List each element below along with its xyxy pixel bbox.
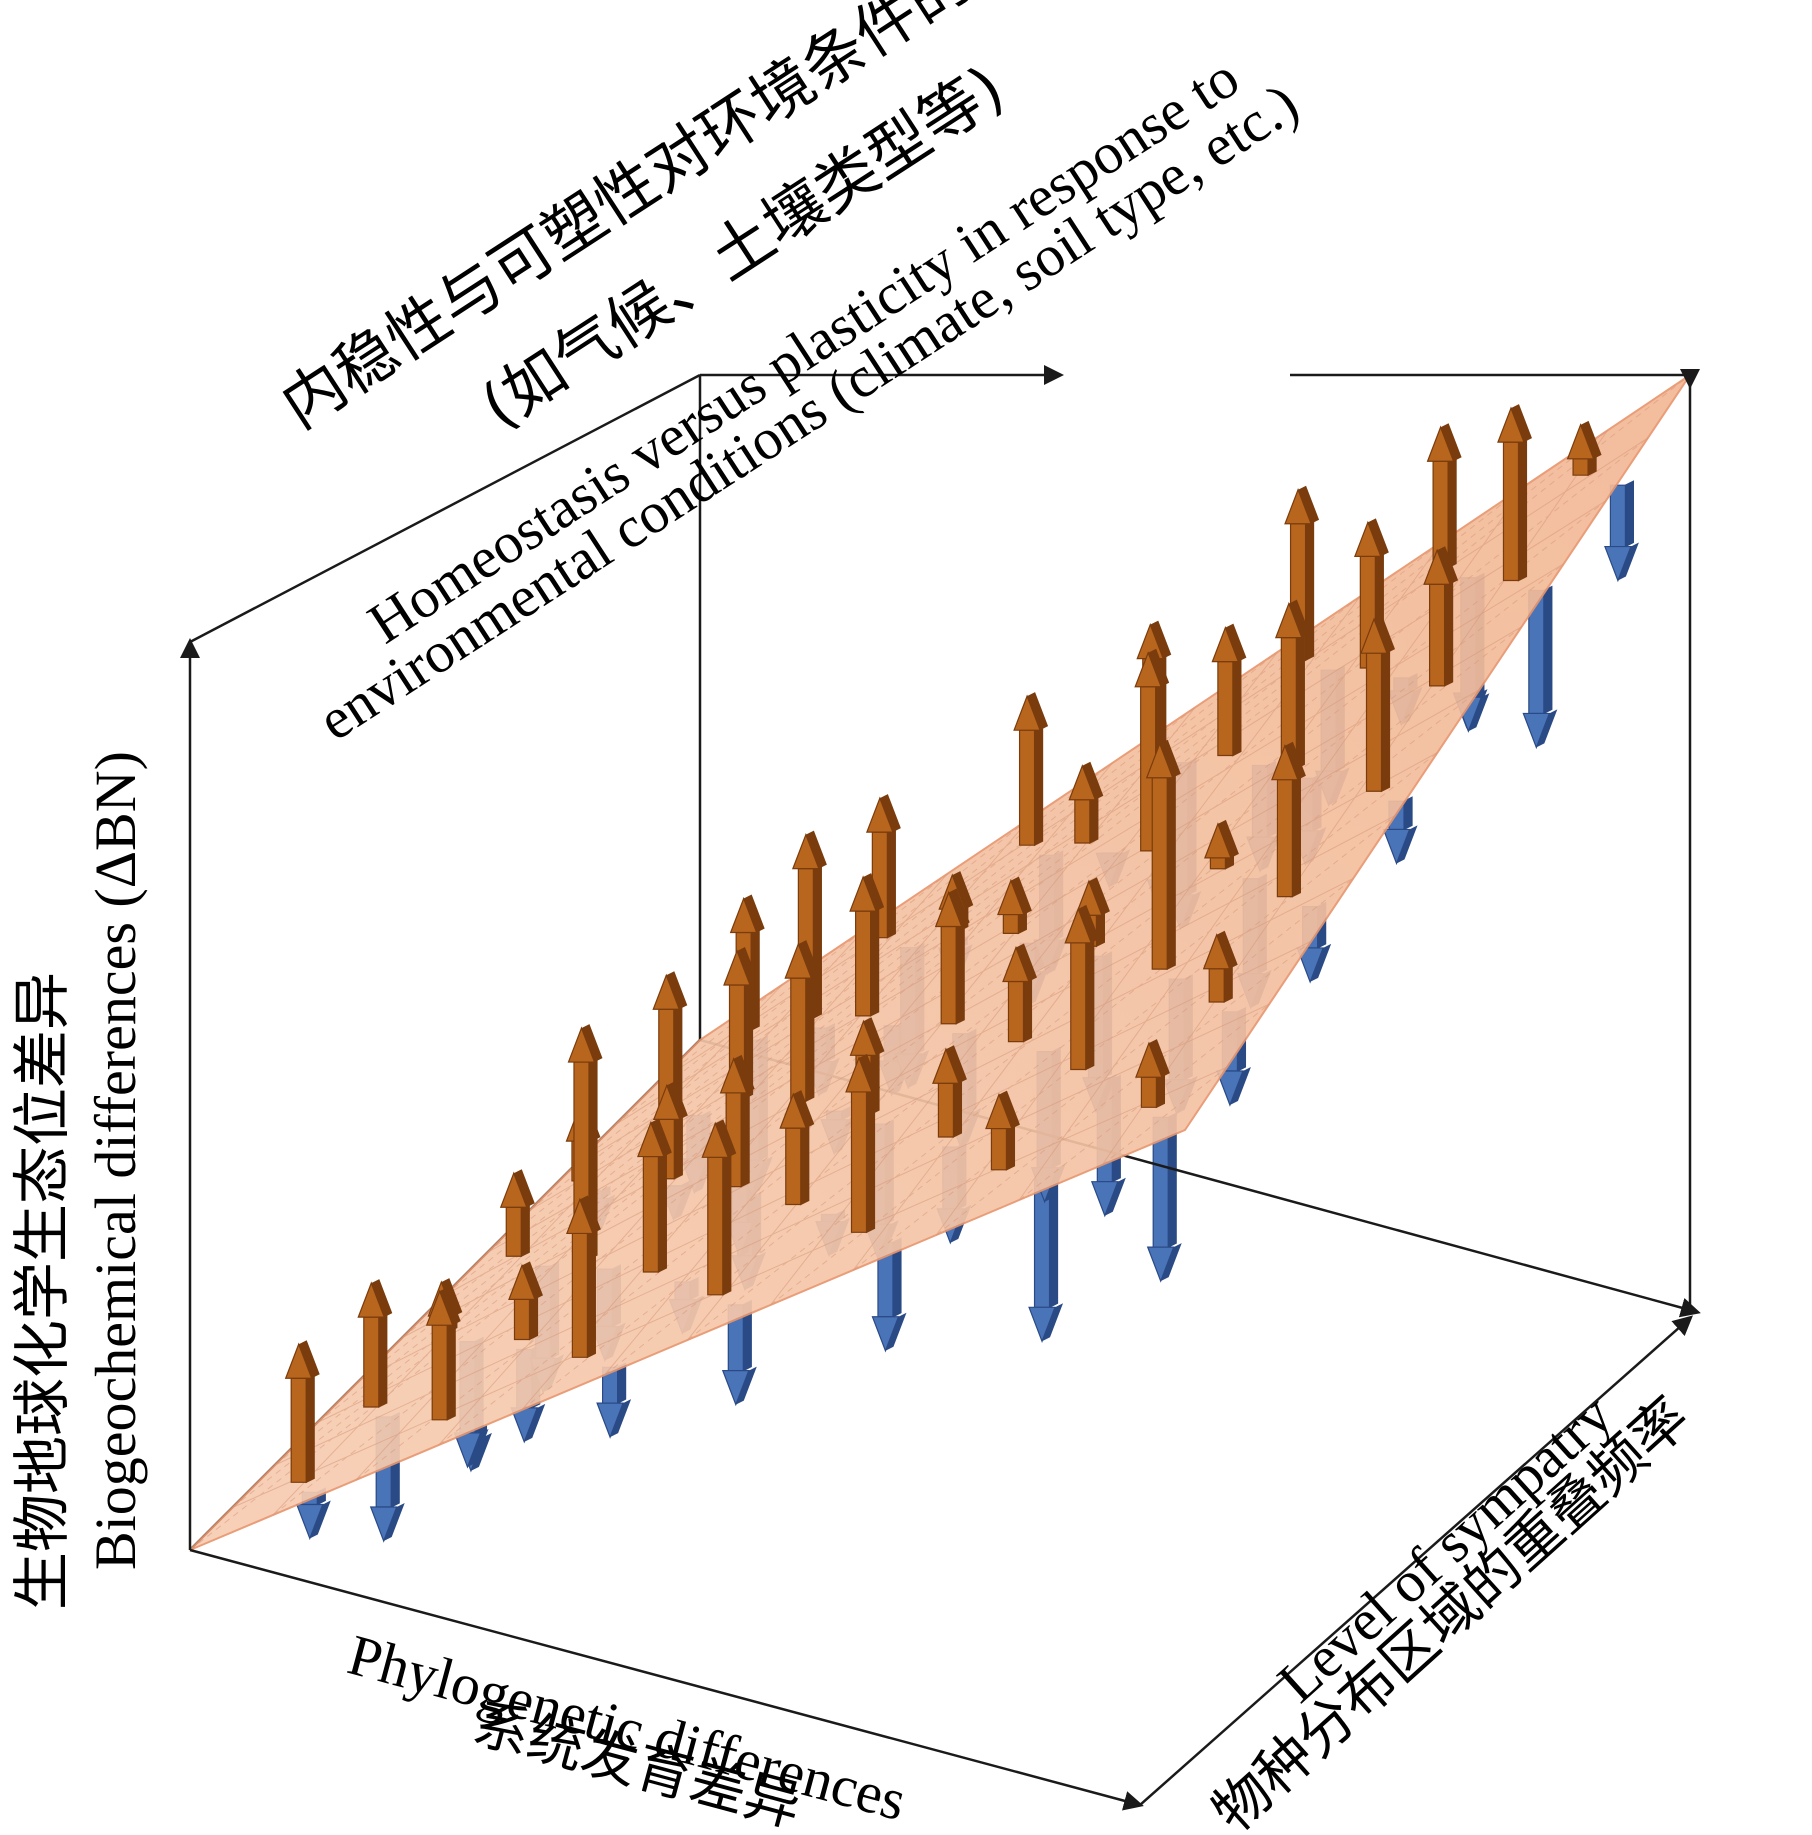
- orange-up-arrow-icon: [784, 940, 820, 1103]
- grid-diagonal: [1101, 1066, 1228, 1166]
- y-axis-label-en: Biogeochemical differences (ΔBN): [83, 751, 148, 1570]
- orange-up-arrow-icon: [1274, 599, 1310, 770]
- top-left-edge: [189, 373, 701, 644]
- orange-up-arrow-icon: [1566, 420, 1602, 477]
- grid-diagonal: [604, 689, 1480, 1376]
- orange-up-arrow-icon: [1211, 623, 1247, 757]
- orange-up-arrow-icon: [1497, 404, 1532, 582]
- orange-up-arrow-icon: [985, 1090, 1020, 1171]
- blue-down-arrow-icon: [1604, 480, 1639, 583]
- orange-up-arrow-icon: [425, 1287, 461, 1421]
- orange-up-arrow-icon: [1145, 739, 1181, 971]
- orange-up-arrow-icon: [1013, 692, 1049, 847]
- grid-diagonal: [317, 540, 1443, 1423]
- orange-up-arrow-icon: [652, 971, 688, 1107]
- orange-up-arrow-icon: [566, 1195, 601, 1359]
- blue-down-arrow-icon: [1028, 1174, 1064, 1343]
- top-title-en-line1: Homeostasis versus plasticity in respons…: [357, 44, 1250, 656]
- blue-down-arrow-icon: [721, 1299, 757, 1407]
- grid-diagonal: [402, 651, 1278, 1338]
- orange-up-arrow-icon: [1271, 741, 1306, 898]
- z-axis-label-zh: 物种分布区域的重叠频率: [1201, 1385, 1702, 1835]
- orange-up-arrow-icon: [1426, 423, 1462, 569]
- orange-up-arrow-icon: [508, 1261, 543, 1341]
- regression-plane: [189, 374, 1691, 1551]
- orange-up-arrow-icon: [357, 1279, 393, 1408]
- orange-up-arrow-icon: [1002, 943, 1037, 1043]
- orange-up-arrow-icon: [1423, 546, 1459, 687]
- orange-up-arrow-icon: [932, 1045, 967, 1138]
- orange-up-arrow-icon: [1360, 615, 1395, 793]
- orange-up-arrow-icon: [845, 1053, 881, 1234]
- orange-up-arrow-icon: [1204, 819, 1239, 870]
- orange-up-arrow-icon: [499, 1169, 535, 1258]
- orange-up-arrow-icon: [996, 876, 1032, 935]
- x-axis-label-en: Phylogenetic differences: [342, 1622, 913, 1833]
- right-back-arrowhead: [1678, 1297, 1701, 1318]
- up-arrows-layer: [284, 404, 1602, 1484]
- grid-diagonal: [853, 877, 1354, 1271]
- z-axis-labels: Level of sympatry 物种分布区域的重叠频率: [1201, 1382, 1702, 1835]
- orange-up-arrow-icon: [636, 1118, 672, 1273]
- blue-down-arrow-icon: [596, 1362, 632, 1439]
- orange-up-arrow-icon: [284, 1340, 320, 1484]
- orange-up-arrow-icon: [1064, 904, 1100, 1071]
- grid-diagonal: [935, 940, 1312, 1236]
- x-axis-labels: Phylogenetic differences 系统发育差异: [342, 1622, 913, 1835]
- orange-up-arrow-icon: [1135, 1039, 1170, 1109]
- orange-up-arrow-icon: [1068, 761, 1104, 845]
- grid-diagonal: [274, 485, 1526, 1466]
- grid-diagonal: [521, 626, 1522, 1411]
- blue-down-arrow-icon: [1146, 1112, 1182, 1283]
- y-axis-labels: 生物地球化学生态位差异 Biogeochemical differences (…: [8, 751, 148, 1610]
- orange-up-arrow-icon: [1202, 930, 1238, 1003]
- x-axis-line: [189, 1548, 1144, 1811]
- orange-up-arrow-icon: [779, 1090, 815, 1206]
- bounding-box-front: [180, 365, 1701, 1811]
- grid-diagonal: [355, 500, 1607, 1481]
- blue-down-arrow-icon: [1522, 585, 1558, 750]
- grid-diagonal: [687, 752, 1438, 1341]
- z-axis-line: [1139, 1315, 1693, 1806]
- grid-diagonal: [529, 817, 1031, 1211]
- orange-up-arrow-icon: [701, 1119, 737, 1296]
- orange-up-arrow-icon: [849, 873, 885, 1017]
- orange-up-arrow-icon: [934, 888, 970, 1025]
- y-axis-label-zh: 生物地球化学生态位差异: [8, 972, 76, 1610]
